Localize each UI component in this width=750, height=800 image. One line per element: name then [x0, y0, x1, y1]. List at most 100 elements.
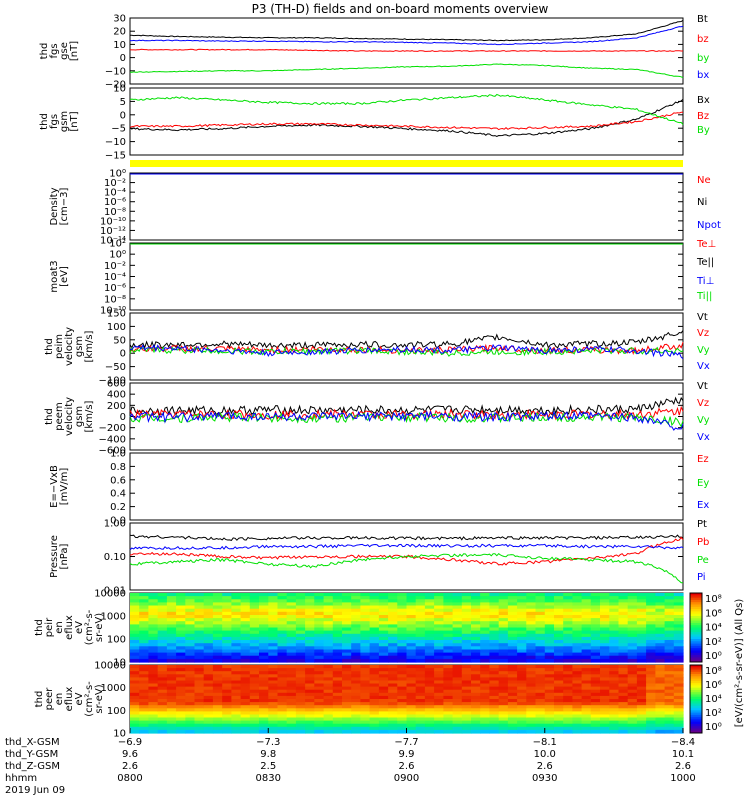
heatmap-cell	[664, 708, 675, 712]
heatmap-cell	[461, 643, 472, 647]
heatmap-cell	[342, 605, 352, 610]
heatmap-cell	[627, 720, 638, 725]
heatmap-cell	[166, 665, 177, 669]
heatmap-cell	[194, 726, 205, 731]
heatmap-cell	[231, 689, 242, 694]
heatmap-cell	[323, 720, 334, 725]
heatmap-cell	[203, 602, 214, 607]
heatmap-cell	[646, 729, 656, 734]
heatmap-cell	[176, 608, 186, 613]
heatmap-cell	[240, 649, 251, 654]
legend-fgs_gse-Bt: Bt	[697, 14, 708, 25]
heatmap-cell	[600, 720, 610, 725]
heatmap-cell	[222, 683, 232, 688]
y-axis-label: thd	[34, 619, 45, 636]
heatmap-cell	[452, 677, 463, 682]
heatmap-cell	[148, 636, 159, 641]
heatmap-cell	[646, 646, 656, 650]
y-tick-label: −10	[105, 137, 126, 148]
heatmap-cell	[332, 695, 343, 700]
heatmap-cell	[249, 699, 260, 703]
heatmap-cell	[489, 671, 500, 675]
heatmap-cell	[646, 624, 656, 629]
heatmap-cell	[360, 649, 371, 654]
heatmap-cell	[268, 611, 279, 616]
heatmap-cell	[636, 720, 647, 725]
heatmap-cell	[526, 689, 537, 694]
heatmap-cell	[148, 643, 159, 647]
heatmap-cell	[636, 665, 647, 669]
heatmap-cell	[222, 726, 232, 731]
heatmap-cell	[314, 624, 325, 629]
heatmap-cell	[526, 640, 537, 644]
heatmap-cell	[498, 615, 509, 619]
heatmap-cell	[535, 599, 546, 603]
heatmap-cell	[655, 608, 666, 613]
heatmap-cell	[397, 668, 408, 672]
heatmap-cell	[544, 723, 555, 728]
heatmap-cell	[305, 618, 315, 622]
heatmap-cell	[507, 711, 518, 716]
heatmap-cell	[314, 602, 325, 607]
heatmap-cell	[157, 665, 168, 669]
heatmap-cell	[544, 649, 555, 654]
heatmap-cell	[424, 695, 435, 700]
series-line-fgs_gsm-Bx	[129, 98, 684, 138]
heatmap-cell	[323, 729, 334, 734]
heatmap-cell	[507, 643, 518, 647]
heatmap-cell	[268, 615, 279, 619]
legend-peem_vel-Vz: Vz	[697, 398, 709, 409]
heatmap-cell	[581, 695, 592, 700]
heatmap-cell	[166, 686, 177, 691]
heatmap-cell	[609, 615, 620, 619]
heatmap-cell	[277, 677, 288, 682]
heatmap-cell	[148, 686, 159, 691]
y-tick-label: 10	[113, 729, 126, 740]
heatmap-cell	[563, 668, 573, 672]
colorbar-segment	[690, 728, 702, 732]
heatmap-cell	[351, 627, 361, 632]
heatmap-cell	[600, 593, 610, 597]
heatmap-cell	[406, 717, 417, 722]
heatmap-cell	[544, 699, 555, 703]
heatmap-cell	[240, 689, 251, 694]
heatmap-cell	[268, 702, 279, 706]
heatmap-cell	[130, 611, 140, 616]
heatmap-cell	[268, 726, 279, 731]
heatmap-cell	[590, 692, 601, 697]
heatmap-cell	[507, 668, 518, 672]
heatmap-cell	[360, 593, 371, 597]
legend-moat3-Ti||: Ti||	[696, 291, 712, 302]
heatmap-cell	[461, 633, 472, 638]
heatmap-cell	[424, 596, 435, 600]
heatmap-cell	[268, 602, 279, 607]
heatmap-cell	[139, 640, 149, 644]
heatmap-cell	[554, 705, 564, 709]
heatmap-cell	[471, 627, 481, 632]
heatmap-cell	[397, 643, 408, 647]
heatmap-cell	[507, 671, 518, 675]
heatmap-cell	[526, 611, 537, 616]
heatmap-cell	[498, 646, 509, 650]
heatmap-cell	[203, 649, 214, 654]
heatmap-cell	[609, 633, 620, 638]
heatmap-cell	[295, 674, 306, 678]
heatmap-cell	[185, 695, 196, 700]
heatmap-cell	[222, 723, 232, 728]
heatmap-cell	[176, 655, 186, 660]
heatmap-cell	[489, 699, 500, 703]
heatmap-cell	[397, 711, 408, 716]
heatmap-cell	[397, 702, 408, 706]
heatmap-cell	[378, 705, 389, 709]
heatmap-cell	[268, 665, 279, 669]
y-tick-label: 10⁻¹⁴	[100, 236, 126, 247]
heatmap-cell	[157, 695, 168, 700]
heatmap-cell	[185, 593, 196, 597]
heatmap-cell	[314, 605, 325, 610]
heatmap-cell	[295, 692, 306, 697]
heatmap-cell	[332, 689, 343, 694]
y-tick-label: 10	[113, 40, 126, 51]
heatmap-cell	[517, 627, 527, 632]
heatmap-cell	[212, 608, 223, 613]
